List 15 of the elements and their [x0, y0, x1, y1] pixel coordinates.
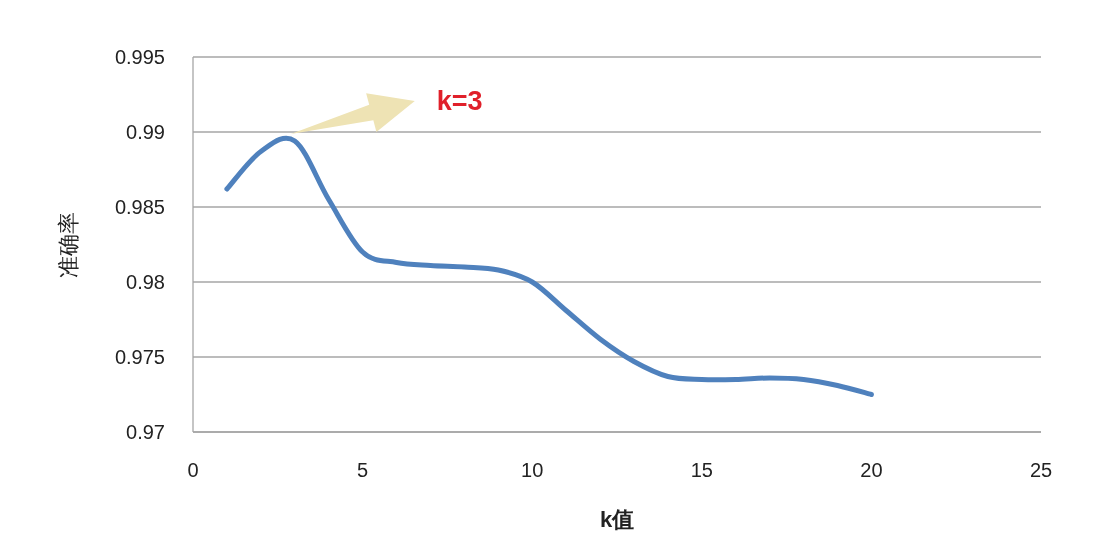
y-tick-label: 0.97 [126, 421, 165, 443]
x-tick-label: 10 [521, 459, 544, 481]
x-tick-label: 25 [1029, 459, 1053, 481]
y-axis-title: 准确率 [56, 211, 81, 278]
x-tick-label: 20 [860, 459, 883, 481]
x-axis-title: k值 [599, 507, 635, 532]
y-tick-label: 0.975 [114, 346, 165, 368]
x-tick-label: 15 [690, 459, 713, 481]
y-tick-label: 0.98 [126, 271, 165, 293]
y-tick-label: 0.99 [126, 121, 165, 143]
y-tick-label: 0.985 [114, 196, 165, 218]
y-tick-label: 0.995 [114, 46, 165, 68]
x-tick-label: 5 [357, 459, 369, 481]
annotation: k=3 [436, 86, 483, 116]
x-tick-label: 0 [187, 459, 199, 481]
